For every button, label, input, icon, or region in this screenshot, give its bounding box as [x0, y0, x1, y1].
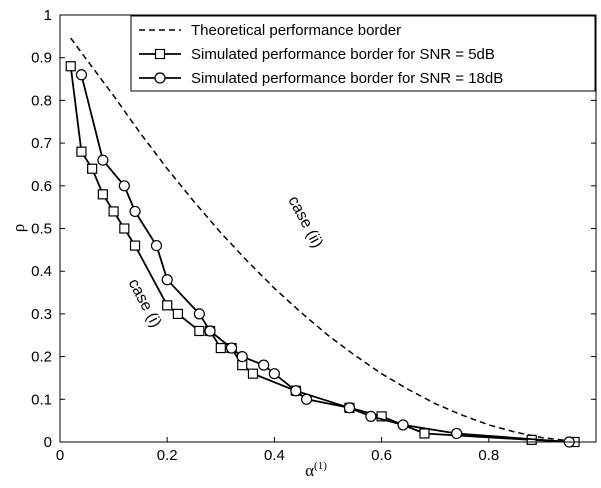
data-point-circle — [150, 239, 163, 252]
axis-ticks: 0 0.2 0.4 0.6 0.8 0 0.1 0.2 0.3 0.4 0.5 0.6 0.7 0.8 0.… — [31, 7, 596, 464]
legend-label-theoretical: Theoretical performance border — [191, 22, 401, 39]
data-point-circle — [75, 69, 88, 81]
data-point-circle — [397, 419, 409, 431]
data-point-circle — [204, 325, 216, 337]
x-tick-label: 0.6 — [371, 447, 392, 464]
y-tick-label: 0.2 — [31, 349, 52, 366]
data-point-circle — [97, 154, 109, 166]
data-point-square — [87, 163, 98, 174]
data-point-circle — [258, 359, 270, 371]
data-point-square — [172, 308, 184, 319]
legend-box — [130, 15, 596, 92]
data-point-square — [162, 300, 173, 311]
data-point-square — [215, 342, 226, 354]
y-tick-label: 0 — [44, 434, 52, 451]
data-point-circle — [451, 427, 463, 440]
y-tick-label: 0.4 — [31, 263, 52, 280]
x-tick-label: 0 — [56, 447, 64, 464]
x-tick-label: 0.8 — [478, 447, 499, 464]
y-tick-label: 0.8 — [31, 92, 52, 109]
data-point-square — [194, 325, 205, 337]
y-tick-label: 0.1 — [31, 391, 52, 408]
legend-label-snr5: Simulated performance border for SNR = 5… — [191, 46, 495, 63]
data-point-circle — [300, 393, 313, 405]
data-point-square — [247, 368, 259, 379]
data-point-circle — [365, 410, 377, 422]
y-axis-label: ρ — [9, 224, 28, 232]
data-point-circle — [225, 342, 238, 354]
data-point-circle — [236, 351, 248, 363]
data-point-circle — [129, 205, 141, 218]
y-tick-label: 0.9 — [31, 50, 52, 67]
data-point-circle — [118, 180, 130, 192]
data-point-square — [419, 428, 430, 439]
legend-marker-circle — [154, 72, 166, 84]
data-point-circle — [193, 308, 205, 320]
legend-label-snr18: Simulated performance border for SNR = 1… — [191, 70, 503, 87]
legend-marker-square — [154, 48, 166, 60]
series-line-0 — [70, 37, 570, 442]
data-point-square — [129, 240, 141, 251]
data-point-square — [76, 146, 87, 157]
data-point-circle — [161, 274, 173, 286]
y-tick-label: 0.6 — [31, 178, 52, 195]
plot-area — [65, 37, 580, 448]
legend: Theoretical performance border Simulated… — [130, 15, 596, 92]
y-tick-label: 1 — [44, 7, 52, 24]
y-tick-label: 0.7 — [31, 135, 52, 152]
data-point-square — [65, 61, 76, 72]
data-point-square — [376, 411, 387, 422]
y-tick-label: 0.5 — [31, 221, 52, 238]
data-point-square — [108, 206, 119, 217]
data-point-circle — [268, 368, 280, 380]
y-tick-label: 0.3 — [31, 306, 52, 323]
x-tick-label: 0.4 — [264, 447, 285, 464]
data-point-square — [97, 189, 108, 200]
data-point-circle — [290, 385, 302, 397]
data-point-circle — [343, 402, 356, 414]
x-tick-label: 0.2 — [157, 447, 178, 464]
data-point-square — [119, 223, 130, 234]
x-axis-label: α(1) — [305, 460, 327, 480]
